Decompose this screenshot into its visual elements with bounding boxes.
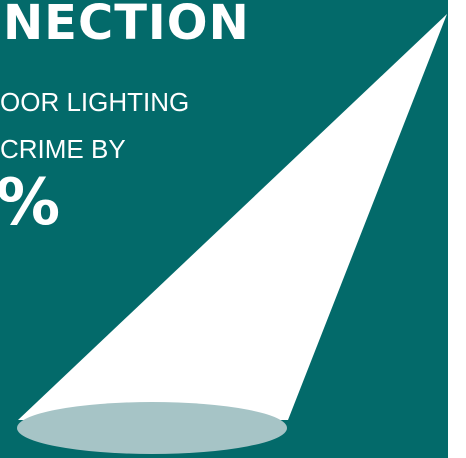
headline-title: NECTION bbox=[3, 0, 250, 51]
spotlight-illustration bbox=[17, 14, 447, 454]
spotlight-beam bbox=[18, 14, 447, 420]
spotlight-pool bbox=[17, 402, 287, 454]
infographic-panel: NECTION OOR LIGHTING CRIME BY % bbox=[0, 0, 448, 458]
body-text-line-1: OOR LIGHTING bbox=[0, 87, 190, 117]
body-text-line-2: CRIME BY bbox=[0, 134, 126, 164]
percent-sign: % bbox=[0, 166, 61, 240]
